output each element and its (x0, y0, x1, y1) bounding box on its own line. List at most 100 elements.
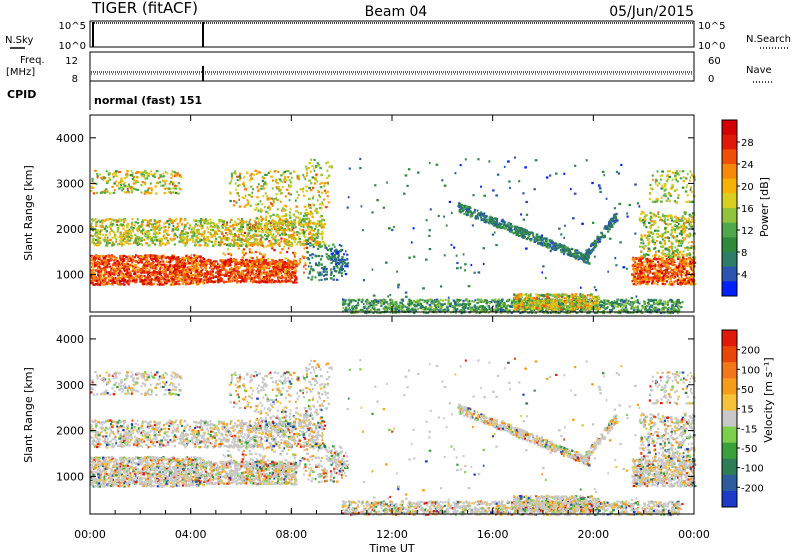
power-cell (116, 230, 119, 233)
power-cell (487, 220, 489, 223)
power-cell (249, 204, 252, 207)
power-cell (94, 283, 96, 286)
power-cell (607, 225, 611, 228)
power-cell (120, 254, 123, 258)
power-cell (98, 261, 101, 264)
power-cell (265, 278, 268, 281)
power-cell (549, 239, 552, 242)
power-cell (184, 231, 188, 234)
power-cell (549, 245, 552, 248)
power-cell (122, 267, 126, 270)
cpid-row: CPID normal (fast) 151 (7, 81, 202, 110)
power-cell (323, 189, 327, 192)
power-cell (175, 262, 178, 265)
power-cell (268, 231, 271, 234)
power-cell (267, 263, 270, 267)
power-cell (152, 232, 155, 235)
power-cell (283, 229, 286, 232)
power-cell (178, 280, 181, 283)
power-cell (318, 224, 321, 227)
power-cell (409, 304, 412, 307)
power-cell (139, 256, 142, 259)
power-cell (243, 231, 247, 235)
power-cell (257, 260, 261, 263)
power-cell (134, 272, 137, 276)
power-cell (241, 251, 245, 254)
power-cell (210, 235, 214, 238)
power-cell (284, 242, 287, 245)
power-cell (318, 279, 320, 282)
power-cell (545, 241, 548, 245)
power-cell (278, 265, 281, 268)
power-cell (97, 241, 100, 244)
power-cell (226, 237, 229, 240)
power-cell (314, 222, 317, 225)
power-cell (151, 254, 154, 257)
power-cell (260, 187, 263, 190)
power-cell (94, 264, 97, 267)
power-cell (163, 237, 167, 240)
power-cell (277, 239, 280, 242)
power-cell (311, 253, 315, 256)
power-cell (577, 258, 580, 261)
power-cell (257, 277, 260, 280)
power-cell (94, 169, 97, 172)
power-cell (272, 270, 274, 273)
power-cell (262, 183, 266, 186)
power-cell (185, 271, 188, 274)
power-cell (206, 219, 209, 222)
power-cell (208, 276, 211, 279)
power-cell (331, 255, 334, 258)
power-cell (131, 228, 134, 231)
power-cell (90, 281, 94, 285)
power-cell (97, 274, 101, 277)
power-cell (283, 279, 287, 282)
power-cell (114, 258, 117, 261)
power-cell (174, 257, 178, 260)
power-cell (257, 266, 261, 269)
power-cell (133, 179, 136, 182)
power-cell (274, 260, 278, 263)
power-cell (146, 189, 150, 192)
power-cell (119, 231, 122, 234)
power-cell (198, 237, 201, 240)
power-cell (201, 224, 204, 228)
power-cell (258, 268, 261, 271)
power-cell (257, 188, 260, 191)
power-cell (277, 261, 280, 265)
power-cell (272, 238, 275, 241)
power-cell (321, 218, 324, 221)
power-cell (285, 241, 289, 244)
power-cell (113, 188, 116, 192)
power-cell (219, 269, 221, 273)
power-cell (629, 303, 632, 306)
power-cell (473, 305, 477, 309)
power-cell (220, 270, 223, 273)
power-cell (465, 298, 468, 301)
power-cell (128, 275, 131, 279)
power-cell (257, 202, 260, 206)
power-cell (261, 231, 264, 234)
power-cell (541, 237, 544, 240)
power-cell (200, 261, 203, 264)
power-cell (282, 263, 285, 266)
power-cell (144, 178, 147, 181)
power-cell (129, 237, 133, 240)
power-cell (229, 264, 232, 267)
power-cell (253, 223, 255, 227)
power-cell (166, 241, 169, 244)
power-cell (460, 206, 462, 209)
power-cell (297, 211, 300, 214)
power-cell (609, 222, 613, 226)
power-cell (117, 274, 119, 277)
power-cell (322, 232, 324, 235)
power-cell (109, 178, 112, 181)
power-cell (131, 276, 134, 279)
power-cell (327, 182, 330, 185)
power-cell (247, 238, 249, 241)
power-cell (288, 179, 291, 182)
power-cell (298, 232, 301, 235)
power-cell (478, 213, 481, 217)
power-cell (299, 211, 302, 215)
